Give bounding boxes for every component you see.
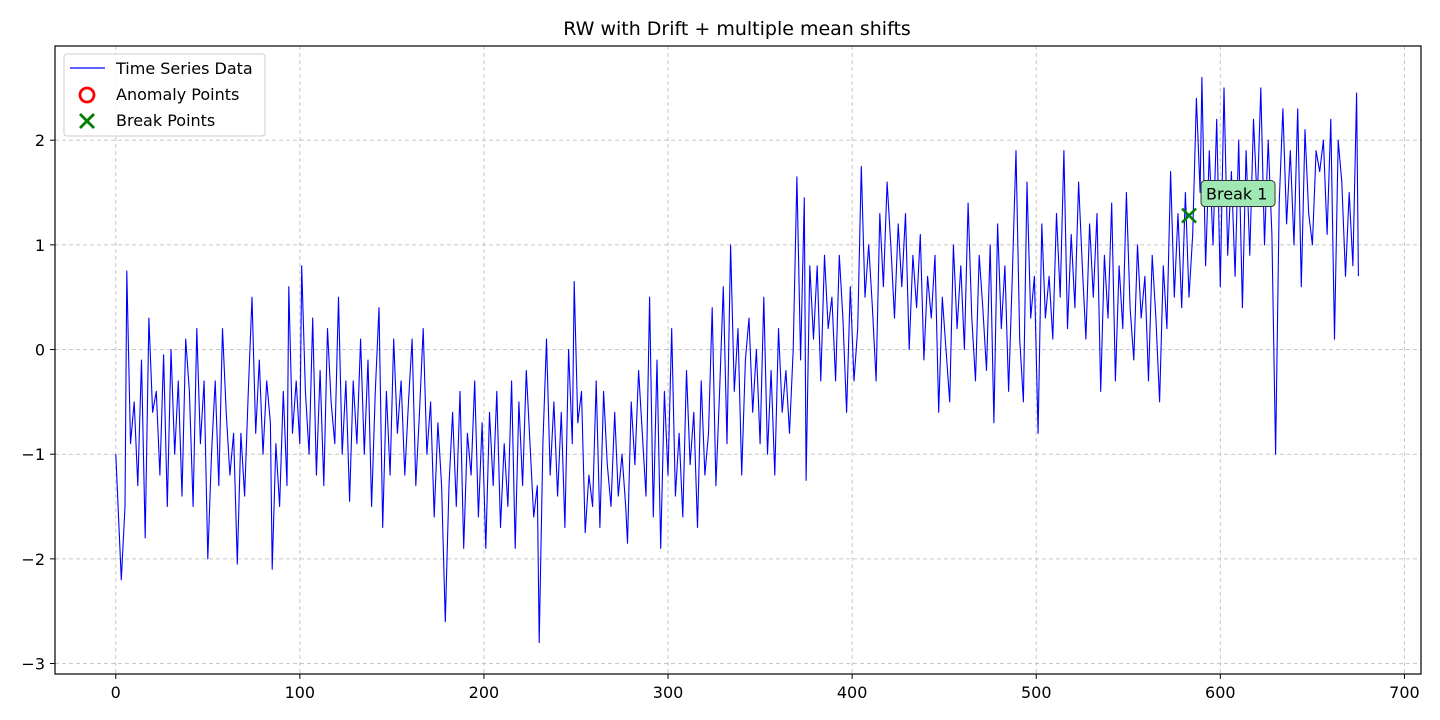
- x-tick-label: 200: [469, 683, 500, 702]
- legend-box: [63, 53, 266, 137]
- y-tick-label: 1: [35, 236, 45, 255]
- legend-label-series: Time Series Data: [115, 59, 253, 78]
- break-point-marker: [1181, 207, 1197, 224]
- legend: Time Series Data Anomaly Points Break Po…: [63, 53, 266, 137]
- y-tick-label: −2: [21, 550, 45, 569]
- y-tick-label: −3: [21, 655, 45, 674]
- x-tick-label: 500: [1021, 683, 1052, 702]
- y-tick-label: 2: [35, 131, 45, 150]
- legend-label-anomaly: Anomaly Points: [116, 85, 239, 104]
- x-tick-label: 600: [1205, 683, 1236, 702]
- break-label-box: [1200, 180, 1276, 208]
- legend-anomaly-marker: [78, 86, 96, 104]
- legend-break-marker: [79, 113, 95, 129]
- chart-title: RW with Drift + multiple mean shifts: [563, 18, 911, 40]
- x-tick-label: 400: [837, 683, 868, 702]
- y-tick-label: −1: [21, 445, 45, 464]
- plot-frame: [54, 45, 1422, 675]
- x-tick-label: 300: [653, 683, 684, 702]
- break-point-markers: Break 1: [1181, 180, 1276, 224]
- x-tick-label: 0: [111, 683, 121, 702]
- y-tick-label: 0: [35, 341, 45, 360]
- series-lines: [115, 76, 1359, 644]
- y-axis-ticks: −3 −2 −1 0 1 2: [21, 131, 55, 674]
- series-line: [115, 76, 1359, 644]
- legend-label-break: Break Points: [116, 111, 215, 130]
- break-label: Break 1: [1206, 185, 1267, 204]
- x-tick-label: 100: [285, 683, 316, 702]
- x-axis-ticks: 0 100 200 300 400 500 600 700: [111, 674, 1420, 702]
- x-tick-label: 700: [1389, 683, 1420, 702]
